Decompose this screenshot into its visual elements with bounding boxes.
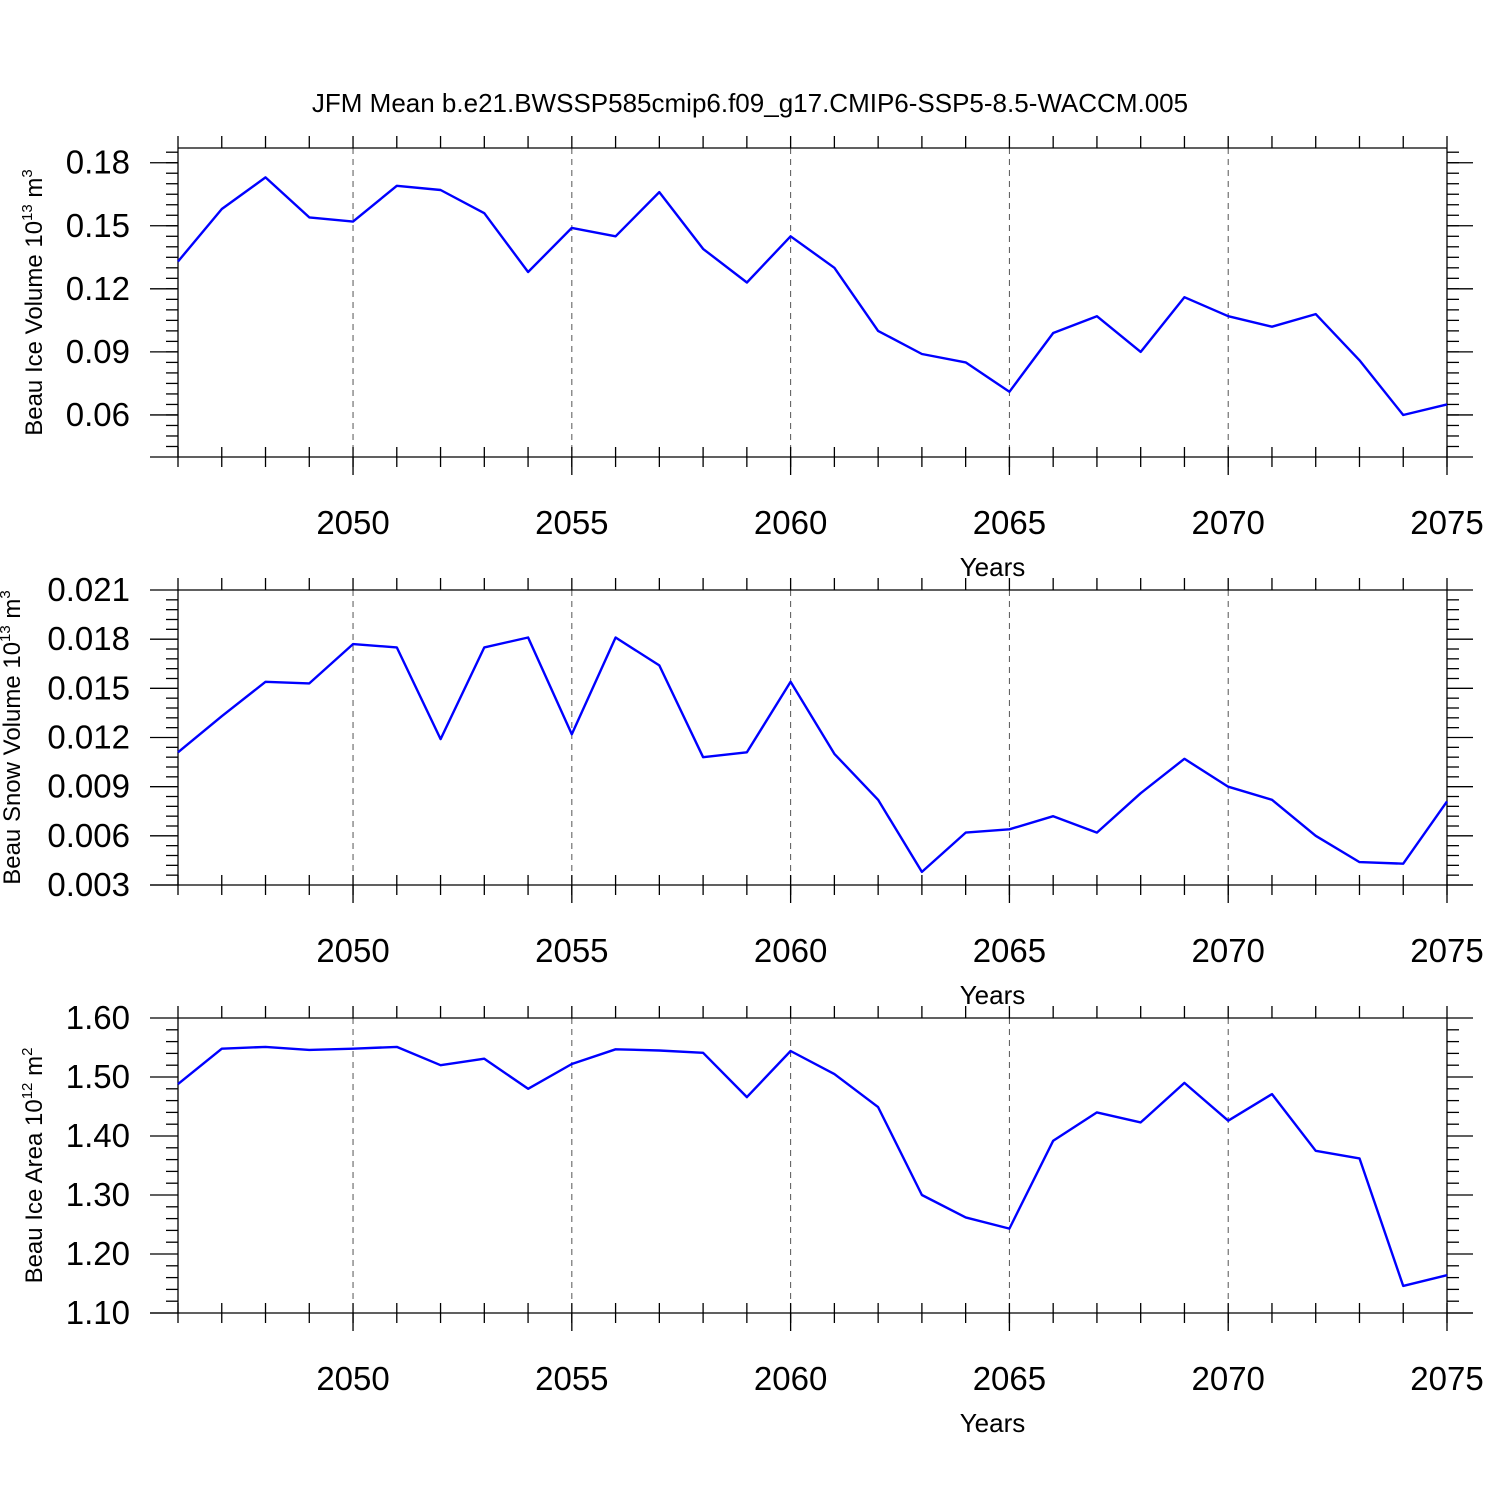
ice-volume-xtick-label: 2050 xyxy=(316,504,389,541)
snow-volume-ytick-label: 0.012 xyxy=(47,719,130,756)
ice-volume-xtick-label: 2065 xyxy=(973,504,1046,541)
ice-area-xtick-label: 2070 xyxy=(1191,1360,1264,1397)
ice-area-x-axis-label: Years xyxy=(960,1408,1026,1438)
ice-area-ytick-label: 1.30 xyxy=(66,1176,130,1213)
snow-volume-ytick-label: 0.006 xyxy=(47,817,130,854)
snow-volume-ytick-label: 0.015 xyxy=(47,669,130,706)
snow-volume-y-axis-label: Beau Snow Volume 1013 m3 xyxy=(0,590,26,885)
ice-volume-series-line xyxy=(177,176,1448,417)
ice-volume-xtick-label: 2060 xyxy=(754,504,827,541)
snow-volume-xtick-label: 2055 xyxy=(535,932,608,969)
snow-volume-xtick-label: 2050 xyxy=(316,932,389,969)
ice-volume-xtick-label: 2055 xyxy=(535,504,608,541)
ice-volume-ytick-label: 0.15 xyxy=(66,207,130,244)
snow-volume-xtick-label: 2065 xyxy=(973,932,1046,969)
ice-volume-panel: 0.06 0.09 0.12 0.15 0.18 2050 2055 2060 2065 2070… xyxy=(19,136,1484,582)
ice-area-xtick-label: 2050 xyxy=(316,1360,389,1397)
ice-volume-ytick-label: 0.12 xyxy=(66,270,130,307)
ice-volume-ytick-label: 0.06 xyxy=(66,396,130,433)
snow-volume-panel: 0.003 0.006 0.009 0.012 0.015 0.018 0.021 2050 2… xyxy=(0,571,1484,1010)
ice-area-ytick-label: 1.40 xyxy=(66,1117,130,1154)
snow-volume-xtick-label: 2075 xyxy=(1410,932,1483,969)
ice-volume-xtick-label: 2075 xyxy=(1410,504,1483,541)
ice-area-ytick-label: 1.50 xyxy=(66,1058,130,1095)
snow-volume-xtick-label: 2070 xyxy=(1191,932,1264,969)
ice-area-xtick-label: 2065 xyxy=(973,1360,1046,1397)
ice-area-ytick-label: 1.60 xyxy=(66,999,130,1036)
snow-volume-ytick-label: 0.021 xyxy=(47,571,130,608)
ice-volume-ytick-label: 0.18 xyxy=(66,144,130,181)
ice-area-y-axis-label: Beau Ice Area 1012 m2 xyxy=(19,1048,48,1284)
ice-volume-y-axis-label: Beau Ice Volume 1013 m3 xyxy=(19,169,48,436)
ice-area-ytick-label: 1.10 xyxy=(66,1294,130,1331)
ice-area-ytick-label: 1.20 xyxy=(66,1235,130,1272)
snow-volume-ytick-label: 0.003 xyxy=(47,866,130,903)
chart-title: JFM Mean b.e21.BWSSP585cmip6.f09_g17.CMI… xyxy=(312,88,1188,118)
snow-volume-x-axis-label: Years xyxy=(960,980,1026,1010)
ice-area-xtick-label: 2075 xyxy=(1410,1360,1483,1397)
ice-volume-x-axis-label: Years xyxy=(960,552,1026,582)
ice-area-panel: 1.10 1.20 1.30 1.40 1.50 1.60 2050 2055 2060 2065… xyxy=(19,999,1484,1438)
ice-area-series-line xyxy=(177,1045,1448,1288)
snow-volume-ytick-label: 0.018 xyxy=(47,620,130,657)
snow-volume-ytick-label: 0.009 xyxy=(47,768,130,805)
ice-volume-xtick-label: 2070 xyxy=(1191,504,1264,541)
ice-volume-ytick-label: 0.09 xyxy=(66,333,130,370)
snow-volume-series-line xyxy=(177,636,1448,874)
ice-area-xtick-label: 2060 xyxy=(754,1360,827,1397)
ice-area-xtick-label: 2055 xyxy=(535,1360,608,1397)
snow-volume-xtick-label: 2060 xyxy=(754,932,827,969)
